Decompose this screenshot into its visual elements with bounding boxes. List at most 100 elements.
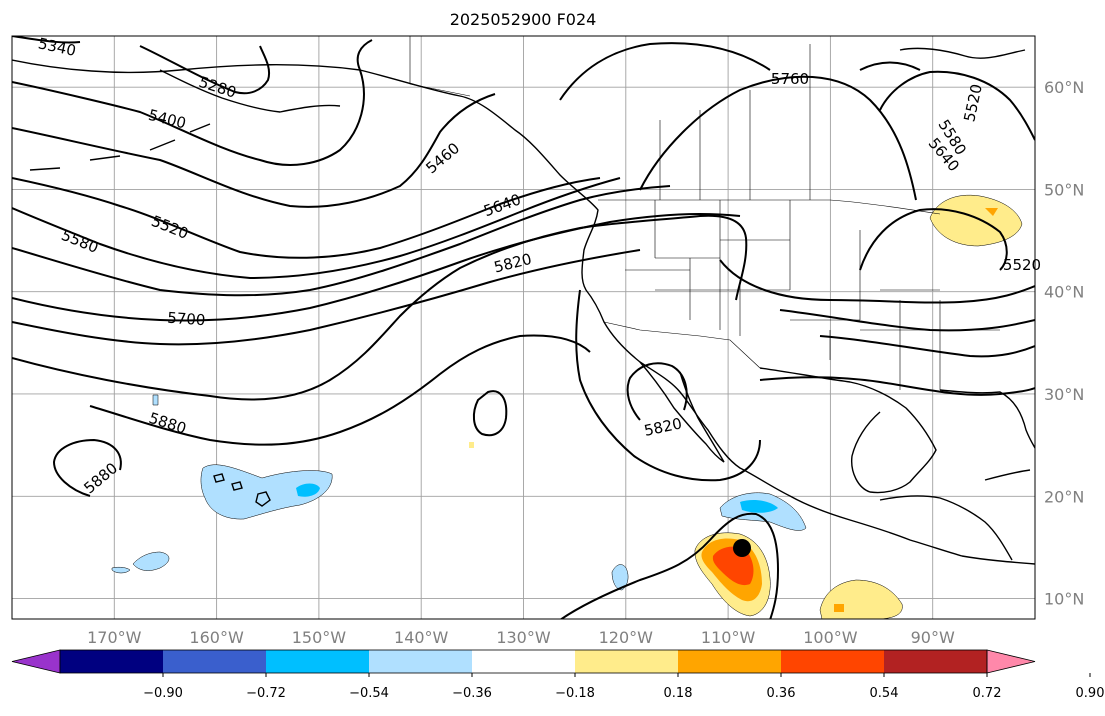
colorbar-bin — [60, 650, 164, 673]
latitude-label: 10°N — [1044, 590, 1084, 609]
shade-mexico-core — [740, 500, 778, 513]
contour-5760 — [12, 249, 641, 346]
map-frame — [11, 35, 1036, 620]
colorbar-extend-max — [986, 649, 1036, 674]
storm-center-marker — [733, 539, 751, 557]
coast-hawaii-1 — [255, 491, 271, 507]
colorbar-tick-label: 0.54 — [870, 686, 899, 701]
colorbar-tick-label: 0.72 — [973, 686, 1002, 701]
colorbar-tick-label: −0.90 — [143, 686, 183, 701]
shade-small-neg-4 — [152, 394, 159, 406]
shade-lakes-pos — [929, 194, 1023, 247]
latitude-label: 40°N — [1044, 283, 1084, 302]
contour-5760-top — [559, 42, 771, 101]
shade-small-neg-2 — [132, 551, 170, 571]
latitude-label: 60°N — [1044, 78, 1084, 97]
contour-5580 — [12, 177, 621, 280]
longitude-label: 120°W — [599, 628, 654, 647]
coast-north-america — [12, 59, 1035, 565]
longitude-label: 170°W — [87, 628, 142, 647]
map-area — [11, 35, 1036, 620]
longitude-label: 150°W — [292, 628, 347, 647]
border-alaska-canada — [409, 36, 471, 97]
colorbar-bin — [266, 650, 370, 673]
longitude-label: 110°W — [701, 628, 756, 647]
shade-lakes-core — [985, 208, 998, 216]
coastlines — [12, 47, 1035, 565]
longitude-label: 130°W — [496, 628, 551, 647]
figure-title: 2025052900 F024 — [450, 10, 597, 29]
border-us-canada — [598, 199, 941, 215]
colorbar-tick-label: −0.54 — [349, 686, 389, 701]
contour-5820-b — [575, 289, 761, 482]
contour-5460 — [12, 93, 496, 208]
contour-5520 — [12, 177, 601, 259]
contour-lakes-low — [859, 208, 1008, 271]
colorbar-tick-label: −0.72 — [246, 686, 286, 701]
colorbar — [11, 649, 1036, 674]
contour-5280 — [139, 45, 270, 95]
contour-5880-b — [52, 438, 122, 497]
longitude-label: 100°W — [803, 628, 858, 647]
coast-alaska-top — [159, 69, 341, 113]
colorbar-tick-label: 0.90 — [1076, 686, 1105, 701]
colorbar-bin — [575, 650, 679, 673]
shade-south-core — [834, 604, 844, 612]
border-canada-provinces — [659, 44, 811, 200]
colorbar-tick-label: 0.36 — [767, 686, 796, 701]
contour-right-2 — [819, 335, 1035, 358]
longitude-labels: 170°W 160°W 150°W 140°W 130°W 120°W 110°W 100°W… — [87, 628, 955, 647]
shade-hawaii-core — [296, 483, 320, 497]
colorbar-tick-labels: −0.90 −0.72 −0.54 −0.36 −0.18 0.18 0.36 0.54 0.7… — [143, 673, 1104, 701]
colorbar-bin — [163, 650, 267, 673]
contour-5640-b — [639, 75, 917, 201]
contour-5520-b — [879, 70, 1035, 141]
political-borders — [409, 36, 1000, 390]
contour-label: 5760 — [771, 70, 809, 88]
colorbar-tick-label: −0.36 — [452, 686, 492, 701]
contour-5760-b — [559, 512, 780, 619]
shade-tiny-pos — [469, 442, 474, 448]
colorbar-frame — [59, 649, 988, 674]
border-us-mexico — [603, 321, 761, 369]
coast-aleutians — [29, 123, 211, 171]
contour-5700 — [12, 213, 741, 322]
contour-right-3 — [779, 309, 1035, 332]
contour-5400-a — [12, 39, 373, 166]
coast-hawaii-3 — [213, 473, 225, 483]
colorbar-tick-label: 0.18 — [664, 686, 693, 701]
colorbar-tick-label: −0.18 — [555, 686, 595, 701]
contour-5820-c — [626, 362, 688, 421]
contour-5880-a — [89, 334, 591, 446]
latitude-label: 30°N — [1044, 385, 1084, 404]
coast-baja — [639, 361, 725, 463]
contour-blob — [472, 390, 508, 437]
latitude-labels: 10°N 20°N 30°N 40°N 50°N 60°N — [1044, 78, 1084, 608]
longitude-label: 160°W — [189, 628, 244, 647]
coast-hudson — [899, 47, 1026, 59]
shade-small-neg-3 — [611, 564, 629, 591]
contour-label: 5520 — [1003, 256, 1041, 274]
coast-hawaii-2 — [231, 481, 243, 491]
latitude-label: 50°N — [1044, 180, 1084, 199]
contour-5640 — [12, 185, 671, 297]
coast-caribbean — [984, 469, 1031, 481]
colorbar-bin — [678, 650, 782, 673]
contour-5580-b — [859, 61, 921, 71]
shade-small-neg-1 — [111, 566, 131, 574]
contour-right-1 — [759, 376, 1035, 396]
colorbar-bin — [369, 650, 473, 673]
coast-central-america — [879, 495, 1013, 561]
contour-right-4 — [719, 259, 1035, 304]
height-contours — [12, 36, 1035, 619]
longitude-label: 90°W — [911, 628, 955, 647]
longitude-label: 140°W — [394, 628, 449, 647]
colorbar-extend-min — [11, 649, 61, 674]
contour-5340 — [12, 36, 81, 44]
coast-eastern-us — [939, 389, 1035, 449]
coast-gulf — [759, 367, 937, 494]
colorbar-bin — [884, 650, 988, 673]
contour-5820-a — [12, 214, 748, 401]
